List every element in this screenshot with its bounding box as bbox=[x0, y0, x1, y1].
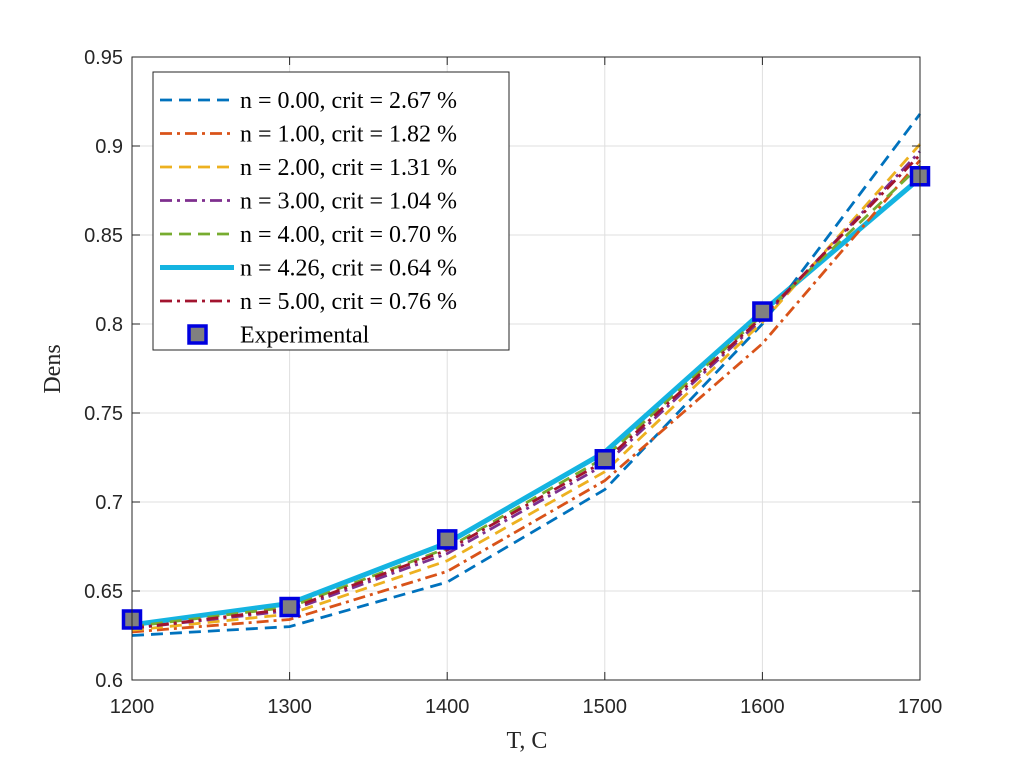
plot-area bbox=[121, 113, 931, 637]
legend-entry: Experimental bbox=[240, 323, 370, 349]
legend-entry: n = 3.00, crit = 1.04 % bbox=[240, 189, 457, 215]
series-line bbox=[131, 159, 922, 634]
legend-entry: n = 2.00, crit = 1.31 % bbox=[240, 155, 457, 181]
legend-entry: n = 4.26, crit = 0.64 % bbox=[240, 256, 457, 282]
x-axis-label: T, C bbox=[507, 728, 548, 754]
y-tick-label: 0.85 bbox=[84, 225, 123, 247]
x-tick-label: 1700 bbox=[898, 696, 943, 718]
x-tick-label: 1200 bbox=[110, 696, 155, 718]
x-tick-label: 1600 bbox=[740, 696, 785, 718]
legend-entry: n = 5.00, crit = 0.76 % bbox=[240, 289, 457, 315]
y-tick-label: 0.6 bbox=[95, 670, 123, 692]
x-tick-label: 1300 bbox=[267, 696, 312, 718]
x-tick-label: 1400 bbox=[425, 696, 470, 718]
y-tick-label: 0.75 bbox=[84, 403, 123, 425]
legend-marker bbox=[187, 324, 208, 345]
experimental-point bbox=[436, 529, 458, 550]
axes-box bbox=[131, 56, 921, 681]
legend-box bbox=[152, 71, 510, 351]
x-tick-label: 1500 bbox=[583, 696, 628, 718]
axes: 1200 1300 1400 1500 1600 1700 0.6 0.65 0.7 0.75 0.… bbox=[84, 47, 942, 718]
legend-entry: n = 4.00, crit = 0.70 % bbox=[240, 222, 457, 248]
y-tick-label: 0.8 bbox=[95, 314, 123, 336]
legend-entry: n = 1.00, crit = 1.82 % bbox=[240, 122, 457, 148]
y-tick-label: 0.7 bbox=[95, 492, 123, 514]
legend-entry: n = 0.00, crit = 2.67 % bbox=[240, 88, 457, 114]
experimental-point bbox=[279, 596, 300, 618]
y-tick-label: 0.65 bbox=[84, 581, 123, 603]
legend: n = 0.00, crit = 2.67 % n = 1.00, crit = … bbox=[152, 71, 510, 351]
y-tick-label: 0.95 bbox=[84, 47, 123, 69]
experimental-point bbox=[752, 301, 773, 322]
y-tick-label: 0.9 bbox=[95, 136, 123, 158]
experimental-point bbox=[594, 449, 616, 470]
y-axis-label: Dens bbox=[40, 344, 66, 393]
series-line bbox=[131, 153, 922, 630]
